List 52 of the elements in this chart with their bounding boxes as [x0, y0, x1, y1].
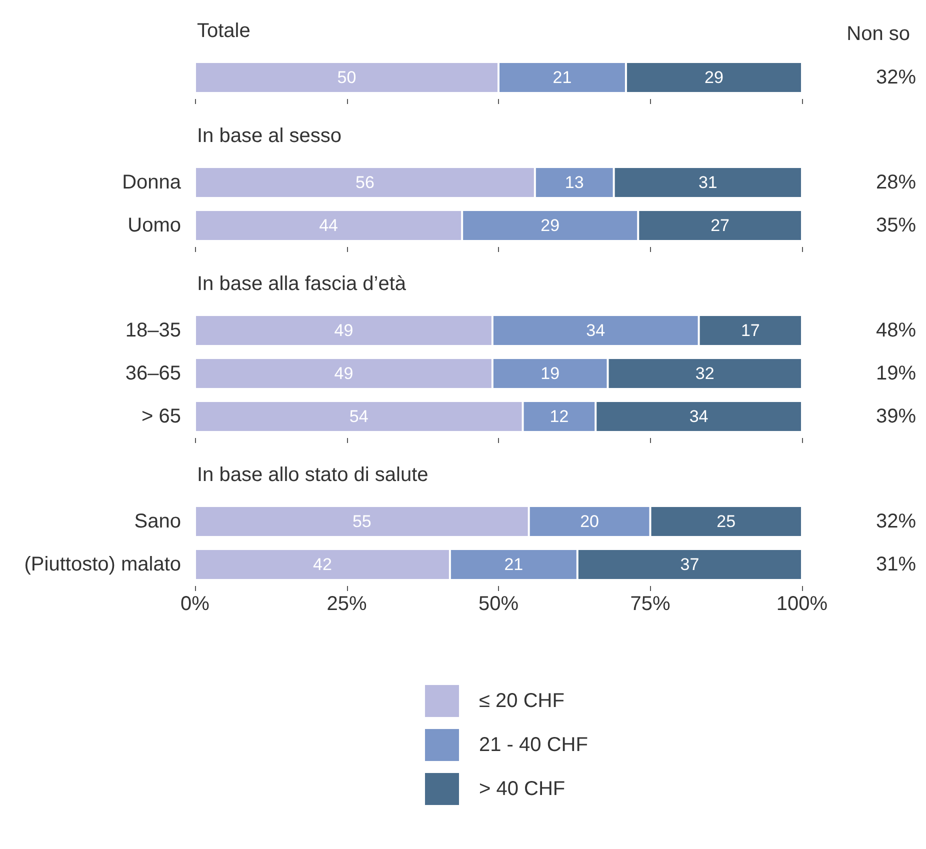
- x-tick-label: 100%: [776, 593, 828, 615]
- data-label: 21: [504, 555, 524, 574]
- data-label: 13: [564, 173, 584, 192]
- text: 28%: [876, 172, 916, 194]
- text: 48%: [876, 320, 916, 342]
- chart-title: Totale: [197, 20, 250, 42]
- data-label: 25: [716, 512, 736, 531]
- text: 32%: [876, 510, 916, 532]
- data-label: 12: [550, 407, 569, 426]
- text: 32%: [876, 66, 916, 88]
- x-tick-label: 25%: [326, 593, 367, 615]
- data-label: 31: [698, 173, 718, 192]
- y-tick-label: 36–65: [125, 362, 181, 384]
- y-tick-label: Donna: [122, 172, 182, 194]
- text: 39%: [876, 406, 916, 428]
- legend-label: > 40 CHF: [479, 778, 566, 800]
- x-tick-label: 50%: [478, 593, 519, 615]
- y-tick-label: Sano: [134, 510, 181, 532]
- data-label: 21: [552, 68, 572, 87]
- text: 19%: [876, 362, 916, 384]
- data-label: 32: [695, 364, 714, 383]
- chart-title: In base allo stato di salute: [197, 464, 428, 486]
- data-label: 19: [540, 364, 560, 383]
- text: 31%: [876, 554, 916, 576]
- data-label: 55: [352, 512, 372, 531]
- text: Non so: [846, 23, 910, 45]
- y-tick-label: > 65: [142, 406, 181, 428]
- chart-title: In base al sesso: [197, 125, 342, 147]
- y-tick-label: 18–35: [125, 320, 181, 342]
- data-label: 56: [356, 173, 374, 192]
- data-label: 49: [334, 364, 354, 383]
- data-label: 29: [704, 68, 724, 87]
- data-label: 49: [334, 321, 354, 340]
- data-label: 34: [586, 321, 606, 340]
- y-tick-label: Uomo: [128, 214, 181, 236]
- legend-label: 21 - 40 CHF: [479, 734, 588, 756]
- data-label: 29: [540, 216, 560, 235]
- data-label: 27: [710, 216, 730, 235]
- data-label: 50: [337, 68, 356, 87]
- data-label: 42: [313, 555, 332, 574]
- data-label: 34: [689, 407, 708, 426]
- data-label: 20: [580, 512, 600, 531]
- y-tick-label: (Piuttosto) malato: [24, 554, 181, 576]
- data-label: 37: [680, 555, 700, 574]
- data-label: 44: [319, 216, 338, 235]
- x-tick-label: 75%: [630, 593, 670, 615]
- legend-label: ≤ 20 CHF: [479, 690, 564, 712]
- x-tick-label: 0%: [180, 593, 210, 615]
- data-label: 17: [740, 321, 760, 340]
- data-label: 54: [349, 407, 368, 426]
- text: 35%: [876, 214, 916, 236]
- chart-title: In base alla fascia d’età: [197, 273, 407, 295]
